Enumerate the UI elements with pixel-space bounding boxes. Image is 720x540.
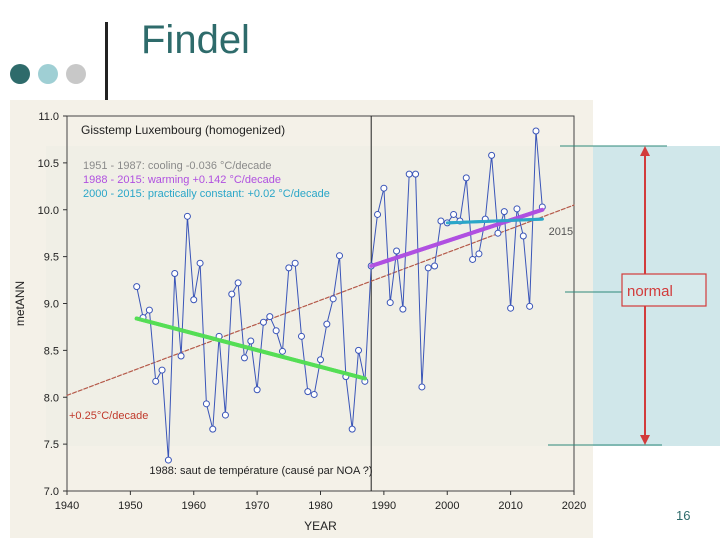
- data-point: [164, 456, 172, 464]
- x-tick-label: 2000: [435, 500, 459, 512]
- trend-line: [66, 204, 575, 396]
- trend-line-overlay: [134, 316, 367, 381]
- data-point: [526, 302, 534, 310]
- page-number: 16: [676, 508, 691, 523]
- y-tick-label: 10.0: [38, 205, 59, 217]
- data-point: [374, 210, 382, 218]
- x-tick-label: 2020: [562, 500, 586, 512]
- data-point: [310, 390, 318, 398]
- data-point: [228, 290, 236, 298]
- data-point: [323, 320, 331, 328]
- legend-entry: 1988 - 2015: warming +0.142 °C/decade: [83, 174, 281, 186]
- data-point: [253, 386, 261, 394]
- y-tick-label: 7.0: [44, 486, 59, 498]
- trend-line-overlay: [445, 217, 544, 225]
- data-point: [386, 299, 394, 307]
- legend-entry: 2000 - 2015: practically constant: +0.02…: [83, 188, 330, 200]
- accent-dot-teal-icon: [38, 64, 58, 84]
- data-point: [424, 264, 432, 272]
- arrow-down-icon: [640, 435, 650, 445]
- data-point: [152, 377, 160, 385]
- data-point: [348, 425, 356, 433]
- x-axis-label: YEAR: [304, 519, 337, 533]
- data-point: [247, 337, 255, 345]
- data-point: [240, 354, 248, 362]
- data-point: [291, 259, 299, 267]
- data-point: [190, 296, 198, 304]
- x-tick-label: 1990: [372, 500, 396, 512]
- data-point: [285, 264, 293, 272]
- data-point: [405, 170, 413, 178]
- x-tick-label: 1970: [245, 500, 269, 512]
- data-point: [297, 332, 305, 340]
- y-tick-label: 7.5: [44, 439, 59, 451]
- data-point: [500, 208, 508, 216]
- data-point: [158, 366, 166, 374]
- x-tick-label: 1960: [182, 500, 206, 512]
- x-tick-label: 1950: [118, 500, 142, 512]
- legend-entry: 1951 - 1987: cooling -0.036 °C/decade: [83, 160, 271, 172]
- data-point: [462, 174, 470, 182]
- data-point: [532, 127, 540, 135]
- accent-dot-gray-icon: [66, 64, 86, 84]
- data-point: [450, 210, 458, 218]
- data-point: [266, 313, 274, 321]
- end-year-label: 2015: [549, 226, 573, 238]
- accent-dot-dark-icon: [10, 64, 30, 84]
- data-point: [171, 270, 179, 277]
- break-note: 1988: saut de température (causé par NOA…: [149, 465, 372, 477]
- title-divider: [105, 22, 108, 100]
- data-point: [336, 252, 344, 260]
- slide-title: Findel: [141, 18, 250, 62]
- arrow-up-icon: [640, 146, 650, 156]
- y-tick-label: 9.5: [44, 252, 59, 264]
- data-point: [272, 327, 280, 335]
- x-tick-label: 2010: [498, 500, 522, 512]
- y-tick-label: 8.5: [44, 345, 59, 357]
- y-tick-label: 9.0: [44, 299, 59, 311]
- data-point: [202, 400, 210, 408]
- data-point: [399, 305, 407, 313]
- band-label: normal: [627, 283, 673, 300]
- data-point: [507, 304, 515, 312]
- data-point: [519, 232, 527, 240]
- chart-title: Gisstemp Luxembourg (homogenized): [81, 123, 285, 137]
- data-point: [209, 425, 217, 433]
- data-point: [469, 255, 477, 263]
- data-point: [431, 262, 439, 270]
- data-point: [234, 279, 242, 287]
- chart-card: [10, 100, 593, 538]
- data-point: [278, 347, 286, 355]
- y-tick-label: 11.0: [38, 111, 59, 123]
- data-point: [418, 383, 426, 391]
- data-point: [317, 356, 324, 364]
- x-tick-label: 1940: [55, 500, 79, 512]
- data-point: [304, 388, 312, 396]
- data-point: [494, 229, 502, 237]
- data-point: [437, 217, 445, 225]
- data-point: [177, 352, 185, 360]
- y-tick-label: 8.0: [44, 392, 59, 404]
- data-point: [393, 247, 401, 255]
- data-point: [488, 151, 496, 159]
- data-point: [196, 259, 204, 267]
- data-point: [475, 250, 483, 258]
- data-point: [133, 283, 141, 291]
- data-point: [221, 411, 229, 419]
- data-point: [259, 318, 267, 326]
- x-tick-label: 1980: [308, 500, 332, 512]
- data-point: [145, 306, 153, 314]
- band-label-box: [621, 273, 707, 307]
- data-point: [380, 184, 388, 192]
- y-axis-label: metANN: [13, 281, 27, 326]
- data-point: [412, 170, 420, 178]
- y-tick-label: 10.5: [38, 158, 59, 170]
- data-point: [513, 205, 521, 213]
- overall-trend-label: +0.25°C/decade: [69, 410, 148, 422]
- data-point: [355, 346, 363, 354]
- data-point: [329, 295, 337, 303]
- data-point: [183, 212, 191, 220]
